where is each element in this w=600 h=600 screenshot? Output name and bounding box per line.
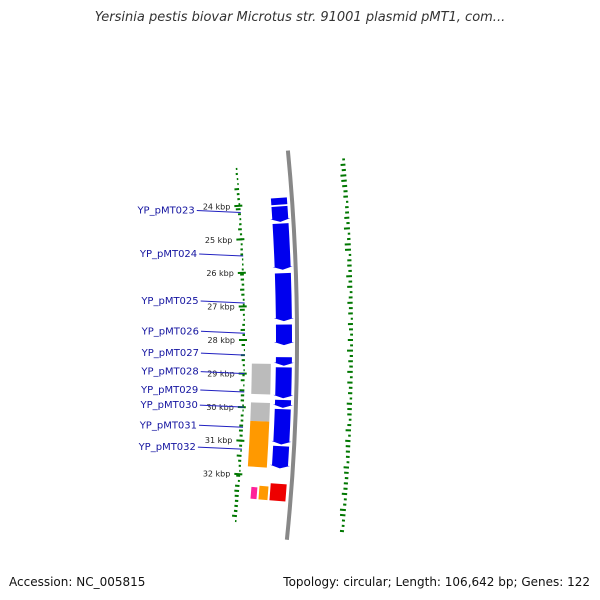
gene-label[interactable]: YP_pMT029 [140, 385, 198, 396]
feature-forward-5 [273, 357, 294, 366]
tick-ring: 24 kbp 25 kbp 26 kbp 27 kbp 28 kbp 29 kbp 30 k… [203, 202, 247, 479]
gene-label[interactable]: YP_pMT028 [140, 367, 198, 378]
map-title: Yersinia pestis biovar Microtus str. 910… [95, 10, 505, 25]
feature-forward-4 [273, 324, 294, 346]
gene-label[interactable]: YP_pMT023 [136, 205, 194, 216]
gc-skew-ring [231, 158, 353, 533]
tick-mark [234, 472, 243, 476]
backbone-arc [284, 150, 299, 540]
feature-outer3-15 [250, 486, 258, 500]
gene-leader [197, 446, 242, 450]
feature-forward-7 [272, 399, 293, 408]
feature-reverse-10 [251, 363, 271, 395]
tick-label: 32 kbp [203, 470, 231, 479]
tick-label: 26 kbp [206, 269, 234, 278]
tick-label: 28 kbp [207, 336, 235, 345]
feature-ring [247, 197, 294, 502]
gene-label[interactable]: YP_pMT030 [140, 400, 198, 411]
feature-forward-3 [273, 272, 294, 322]
gene-leader [196, 209, 241, 213]
feature-reverse-12 [247, 420, 270, 468]
feature-forward-6 [273, 367, 294, 399]
gene-leader [200, 300, 245, 304]
feature-forward-9 [270, 445, 290, 469]
gene-label[interactable]: YP_pMT027 [141, 348, 199, 359]
gene-leader [199, 404, 244, 408]
gene-leader [200, 371, 245, 375]
feature-forward-0 [270, 197, 288, 206]
gene-label[interactable]: YP_pMT032 [138, 442, 196, 453]
gene-leader [200, 389, 245, 393]
tick-label: 25 kbp [205, 236, 233, 245]
gene-leader [200, 330, 246, 334]
accession-text: Accession: NC_005815 [9, 575, 145, 589]
feature-outer2-14 [258, 485, 269, 501]
gene-leader [200, 352, 245, 356]
feature-outer-13 [269, 483, 287, 502]
tick-label: 27 kbp [207, 303, 235, 312]
gene-leader [199, 253, 244, 257]
gene-label[interactable]: YP_pMT024 [139, 249, 197, 260]
gene-leader [198, 424, 244, 428]
tick-label: 29 kbp [207, 369, 235, 378]
tick-label: 24 kbp [203, 202, 231, 211]
gene-label[interactable]: YP_pMT025 [140, 296, 198, 307]
gene-label[interactable]: YP_pMT031 [139, 420, 197, 431]
tick-mark [234, 204, 243, 208]
tick-label: 30 kbp [206, 403, 234, 412]
tick-label: 31 kbp [205, 436, 233, 445]
gene-labels: YP_pMT023 YP_pMT024 YP_pMT025 YP_pMT026 YP_p… [136, 205, 246, 453]
gene-label[interactable]: YP_pMT026 [141, 326, 199, 337]
summary-text: Topology: circular; Length: 106,642 bp; … [282, 575, 590, 589]
feature-forward-1 [270, 205, 291, 222]
feature-forward-2 [272, 223, 293, 270]
feature-reverse-11 [250, 402, 270, 422]
feature-forward-8 [271, 408, 292, 445]
backbone-ring [284, 150, 299, 540]
